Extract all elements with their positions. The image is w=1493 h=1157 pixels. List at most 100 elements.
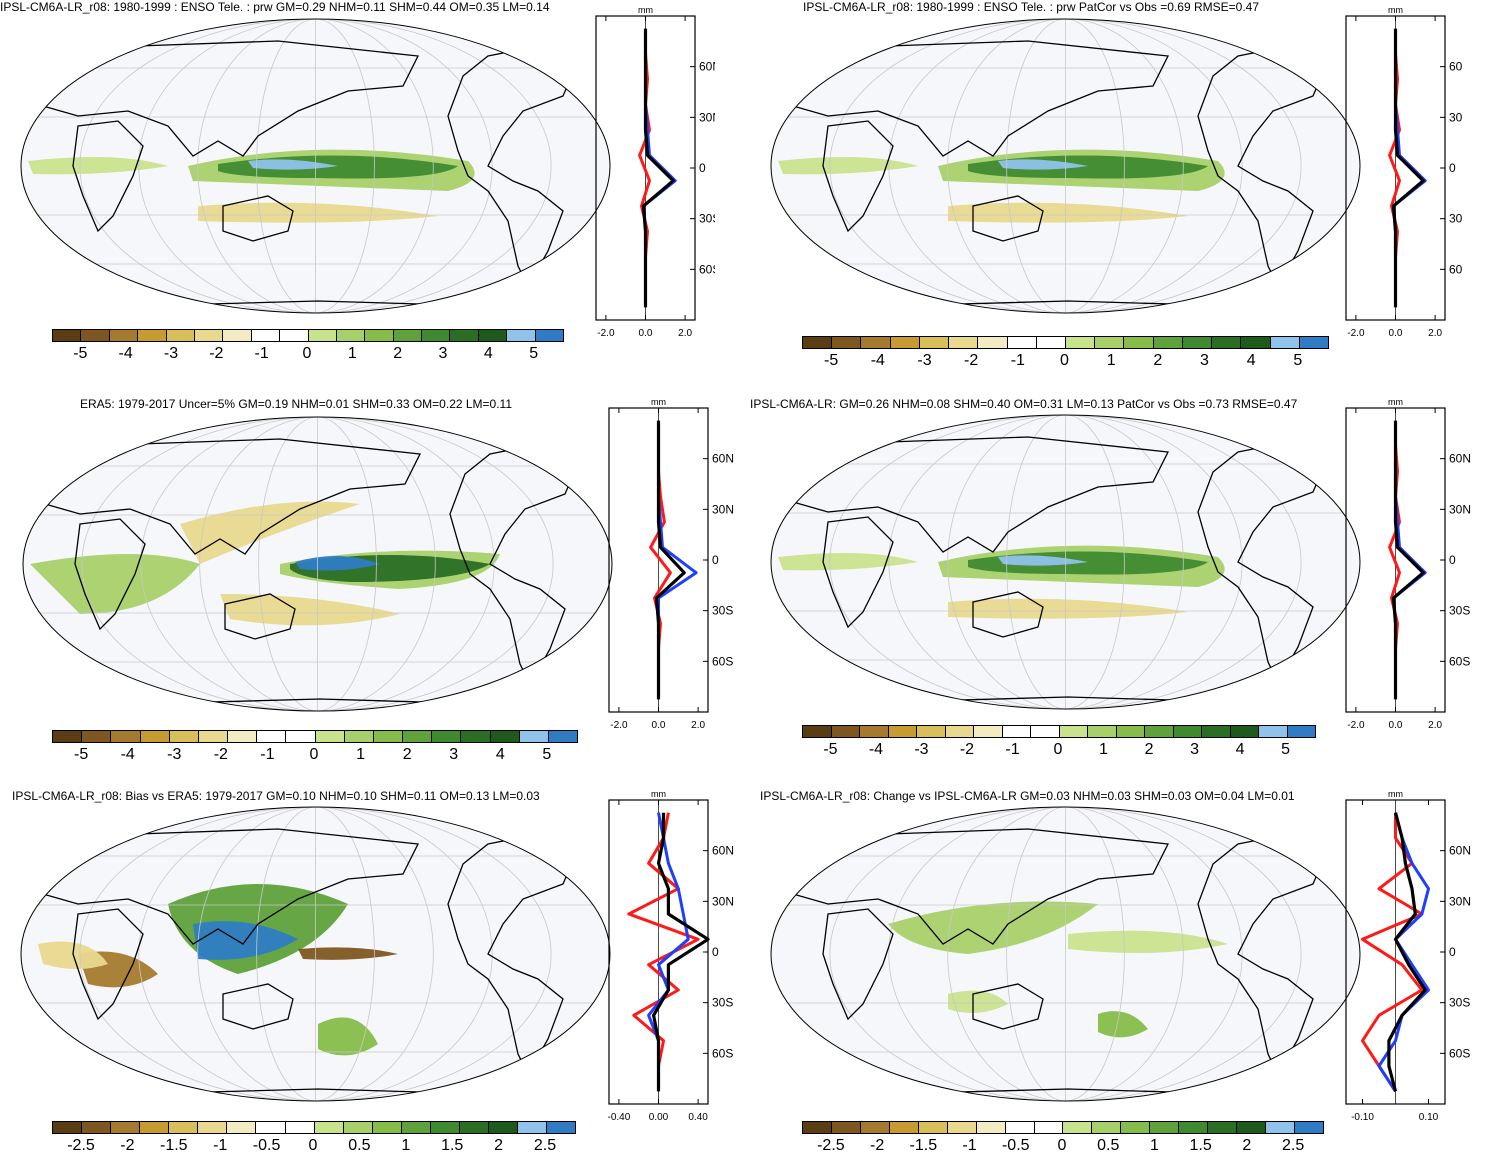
lat-tick-label: 30S <box>699 212 715 226</box>
colorbar-swatch <box>1063 1122 1093 1133</box>
colorbar-label: -2 <box>964 352 979 369</box>
zonal-line-mean <box>654 420 686 700</box>
colorbar-swatch <box>140 1122 170 1133</box>
coastline <box>972 591 1044 638</box>
colorbar-swatch <box>1116 726 1145 737</box>
meridian <box>81 416 554 711</box>
anomaly-region <box>180 501 360 564</box>
x-tick-label: -2.0 <box>597 328 615 339</box>
colorbar <box>802 725 1316 738</box>
map-border <box>22 416 613 712</box>
colorbar-swatch <box>947 1122 977 1133</box>
colorbar-swatch <box>140 731 170 742</box>
colorbar-label: 2 <box>1153 352 1163 369</box>
colorbar-swatch <box>974 726 1003 737</box>
colorbar-label: -2.5 <box>67 1137 95 1154</box>
meridian <box>947 18 1184 313</box>
panel-5: IPSL-CM6A-LR_r08: Bias vs ERA5: 1979-201… <box>0 782 745 1157</box>
lat-tick-label: 30 <box>1449 212 1463 226</box>
coastline <box>1197 45 1329 288</box>
colorbar-swatch <box>169 731 199 742</box>
x-tick-label: -2.0 <box>1347 720 1365 731</box>
x-tick-label: -0.40 <box>608 1112 631 1123</box>
colorbar-label: 2.5 <box>1281 1137 1305 1154</box>
colorbar-swatch <box>803 337 833 348</box>
colorbar <box>802 336 1329 349</box>
anomaly-region <box>948 598 1188 619</box>
map-border <box>20 806 611 1102</box>
colorbar-swatch <box>831 726 860 737</box>
lat-tick-label: 60S <box>1449 1046 1470 1060</box>
colorbar-label: 0 <box>1060 352 1069 369</box>
x-tick-label: 2.0 <box>691 720 705 731</box>
colorbar-label: -3 <box>914 741 929 758</box>
meridian <box>1006 18 1125 313</box>
colorbar-swatch <box>251 330 281 341</box>
colorbar-swatch <box>889 1122 919 1133</box>
meridian <box>1006 414 1125 709</box>
colorbar-swatch <box>478 330 508 341</box>
coastline <box>449 443 581 686</box>
coastline <box>787 436 1170 553</box>
coastline <box>822 120 894 233</box>
zonal-line-model <box>649 420 672 700</box>
colorbar-label: -1 <box>260 746 275 763</box>
coastline <box>972 195 1044 242</box>
colorbar-swatch <box>403 731 433 742</box>
colorbar-swatch <box>1059 726 1088 737</box>
x-tick-label: 0.00 <box>649 1112 669 1123</box>
colorbar-swatch <box>1179 1122 1209 1133</box>
colorbar-swatch <box>315 731 345 742</box>
lat-tick-label: 0 <box>712 945 719 959</box>
coastline <box>72 120 144 233</box>
coastline <box>447 833 579 1076</box>
colorbar-label: -5 <box>73 746 89 763</box>
colorbar-swatch <box>82 1122 112 1133</box>
lat-tick-label: 30S <box>1449 996 1470 1010</box>
meridian <box>256 806 375 1101</box>
colorbar <box>802 1121 1324 1134</box>
colorbar-swatch <box>432 731 462 742</box>
unit-label: mm <box>651 397 666 407</box>
colorbar-swatch <box>228 731 258 742</box>
colorbar-swatch <box>280 330 309 341</box>
anomaly-region <box>318 1017 378 1056</box>
colorbar-swatch <box>223 330 252 341</box>
colorbar-label: 2 <box>1144 741 1154 758</box>
anomaly-region <box>220 594 400 626</box>
anomaly-region <box>295 555 380 571</box>
meridian <box>140 416 495 711</box>
colorbar-label: -1 <box>254 345 269 362</box>
x-tick-label: -2.0 <box>610 720 628 731</box>
meridian <box>138 18 493 313</box>
lat-tick-label: 60N <box>699 60 715 74</box>
colorbar-swatch <box>1182 337 1213 348</box>
colorbar-labels: -5 -4 -3 -2 -1 0 1 2 3 4 5 <box>802 352 1327 372</box>
colorbar-swatch <box>490 731 520 742</box>
lat-tick-label: 60N <box>1449 844 1471 858</box>
lat-tick-label: 60S <box>1449 654 1470 668</box>
colorbar-swatch <box>138 330 167 341</box>
colorbar-swatch <box>256 1122 286 1133</box>
zonal-mean-plot: mm 60N 30N 0 30S 60S -0.10 0.10 <box>1345 789 1471 1123</box>
meridian <box>829 414 1302 709</box>
colorbar-swatch <box>1031 726 1060 737</box>
colorbar-swatch <box>111 731 141 742</box>
colorbar-swatch <box>401 1122 431 1133</box>
lat-tick-label: 30S <box>1449 604 1470 618</box>
colorbar-swatch <box>1202 726 1231 737</box>
coastline <box>822 516 894 629</box>
colorbar-label: -4 <box>868 741 884 758</box>
colorbar-swatch <box>430 1122 460 1133</box>
unit-label: mm <box>651 789 666 799</box>
colorbar-label: -2 <box>869 1137 885 1154</box>
unit-label: mm <box>1388 5 1403 15</box>
colorbar-label: -2 <box>209 345 224 362</box>
panel-1: IPSL-CM6A-LR_r08: 1980-1999 : ENSO Tele.… <box>0 0 745 385</box>
coastline <box>1197 441 1329 684</box>
colorbar-swatch <box>519 731 549 742</box>
colorbar-label: 0 <box>1057 1137 1067 1154</box>
colorbar-label: -2 <box>213 746 228 763</box>
coastline <box>222 983 294 1030</box>
colorbar-swatch <box>918 1122 948 1133</box>
